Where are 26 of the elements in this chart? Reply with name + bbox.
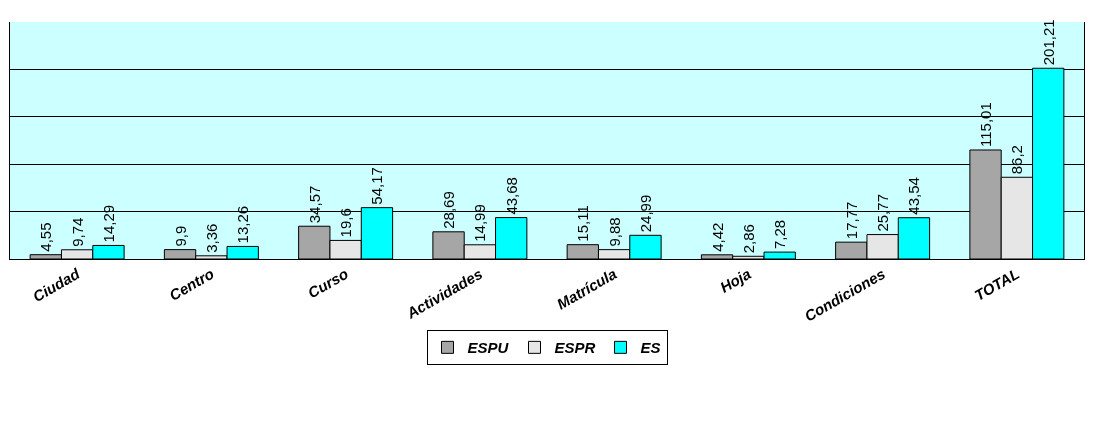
data-label: 9,74 (68, 217, 86, 247)
data-label: 25,77 (874, 194, 892, 232)
legend-label: ES (640, 339, 661, 357)
data-label: 43,68 (502, 177, 520, 215)
data-label: 9,88 (605, 217, 623, 247)
data-label: 54,17 (368, 167, 386, 205)
data-label: 24,99 (636, 194, 654, 233)
data-label: 34,57 (305, 185, 323, 224)
data-label: 14,99 (471, 204, 489, 242)
data-label: 3,36 (202, 223, 220, 253)
data-label: 4,55 (37, 222, 55, 252)
data-label: 19,6 (337, 208, 355, 238)
data-label: 15,11 (574, 205, 592, 242)
legend-label: ESPU (467, 339, 510, 357)
x-tick-label: Hoja (716, 264, 754, 296)
data-label: 17,77 (842, 201, 860, 240)
data-label: 43,54 (905, 177, 923, 215)
data-label: 7,28 (771, 219, 789, 250)
data-label: 201,21 (1039, 19, 1057, 66)
data-label: 9,9 (171, 225, 189, 247)
data-label: 115,01 (977, 102, 995, 147)
data-label: 2,86 (739, 224, 757, 254)
data-label: 28,69 (440, 191, 458, 229)
legend-label: ESPR (554, 339, 596, 357)
data-label: 4,42 (708, 222, 726, 252)
data-label: 13,26 (234, 205, 252, 244)
